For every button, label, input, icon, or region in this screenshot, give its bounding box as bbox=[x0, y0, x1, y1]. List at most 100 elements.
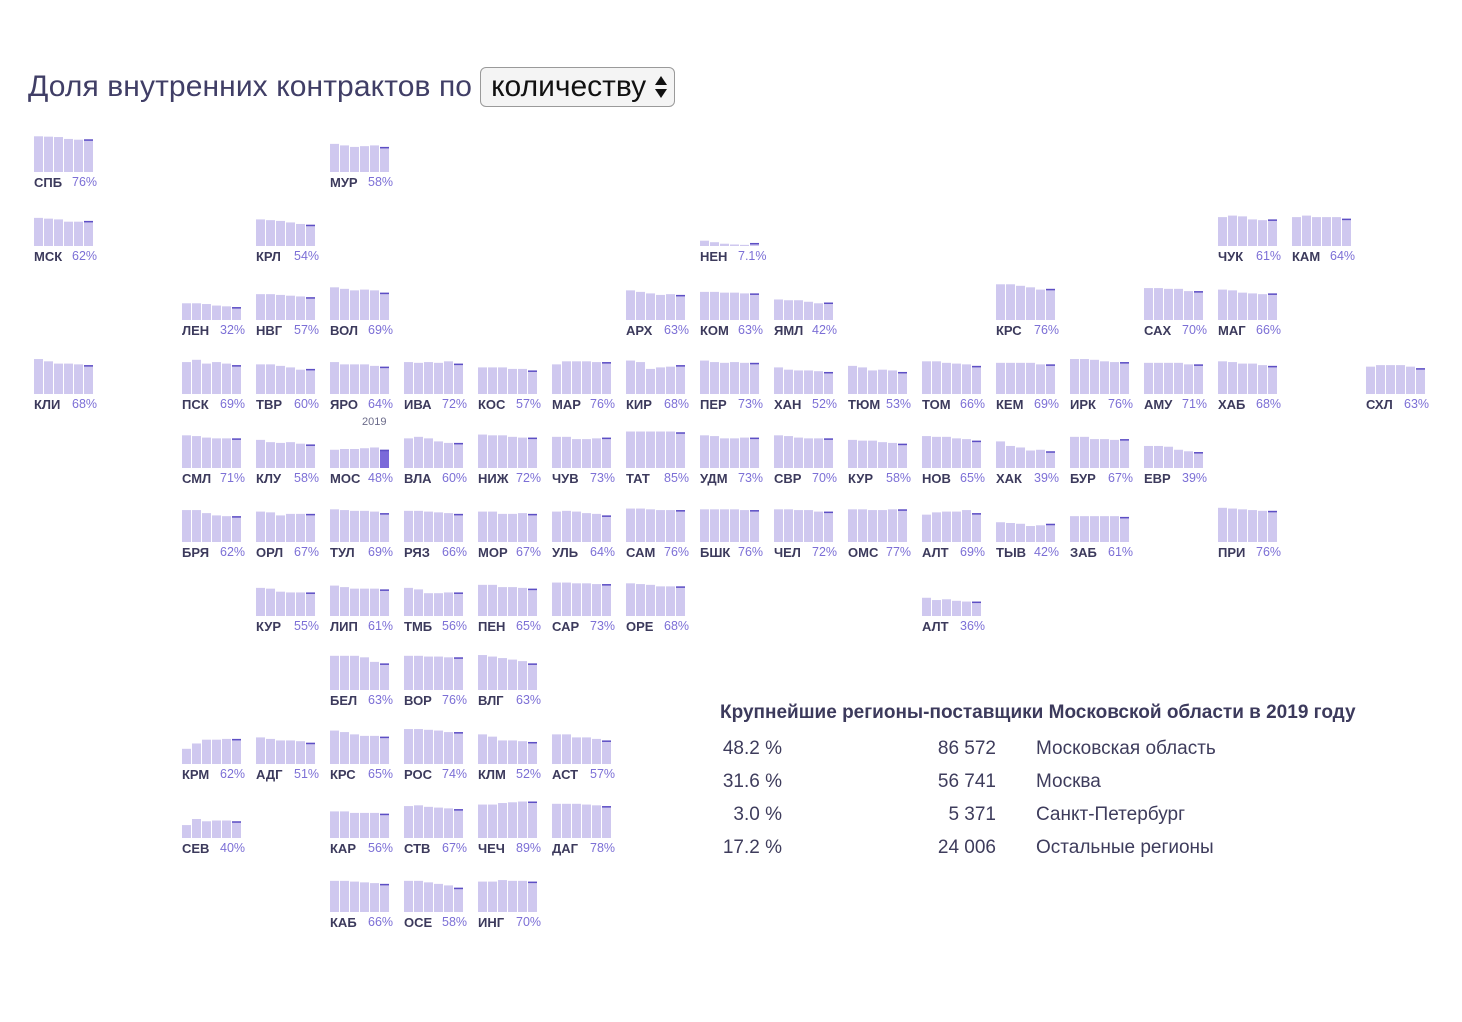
region-tile[interactable]: ТВР 60% bbox=[252, 354, 326, 414]
region-tile[interactable]: ОСЕ 58% bbox=[400, 872, 474, 932]
region-sparkbars bbox=[404, 729, 463, 764]
region-tile[interactable]: ВОЛ 69% bbox=[326, 280, 400, 340]
region-tile[interactable]: СМЛ 71% bbox=[178, 428, 252, 488]
region-tile[interactable]: БРЯ 62% bbox=[178, 502, 252, 562]
region-tile[interactable]: ЧЕЧ 89% bbox=[474, 798, 548, 858]
region-tile[interactable]: ХАН 52% bbox=[770, 354, 844, 414]
region-tile[interactable]: ВЛА 60% bbox=[400, 428, 474, 488]
region-tile[interactable]: ЛЕН 32% bbox=[178, 280, 252, 340]
region-tile[interactable]: ПЕР 73% bbox=[696, 354, 770, 414]
bar bbox=[636, 291, 645, 320]
bar bbox=[424, 656, 433, 690]
region-tile[interactable]: КАБ 66% bbox=[326, 872, 400, 932]
supplier-table: Крупнейшие регионы-поставщики Московской… bbox=[720, 702, 1420, 870]
region-code: ТУЛ bbox=[330, 545, 355, 560]
region-tile[interactable]: САХ 70% bbox=[1140, 280, 1214, 340]
region-sparkbars bbox=[1070, 359, 1129, 394]
region-tile[interactable]: КУР 55% bbox=[252, 576, 326, 636]
region-tile[interactable]: КАМ 64% bbox=[1288, 206, 1362, 266]
region-tile[interactable]: САР 73% bbox=[548, 576, 622, 636]
region-tile[interactable]: САМ 76% bbox=[622, 502, 696, 562]
region-code: ЛИП bbox=[330, 619, 358, 634]
region-tile[interactable]: НОВ 65% bbox=[918, 428, 992, 488]
region-tile[interactable]: 2019 МОС 48% bbox=[326, 416, 400, 488]
region-tile[interactable]: ЛИП 61% bbox=[326, 576, 400, 636]
region-tile[interactable]: ЧУК 61% bbox=[1214, 206, 1288, 266]
region-tile[interactable]: РОС 74% bbox=[400, 724, 474, 784]
region-tile[interactable]: УЛЬ 64% bbox=[548, 502, 622, 562]
region-tile[interactable]: КЛУ 58% bbox=[252, 428, 326, 488]
region-tile[interactable]: КИР 68% bbox=[622, 354, 696, 414]
bar bbox=[404, 880, 413, 912]
region-tile[interactable]: БЕЛ 63% bbox=[326, 650, 400, 710]
region-tile[interactable]: ЧУВ 73% bbox=[548, 428, 622, 488]
region-tile[interactable]: КАР 56% bbox=[326, 798, 400, 858]
region-tile[interactable]: МАГ 66% bbox=[1214, 280, 1288, 340]
region-tile[interactable]: КОС 57% bbox=[474, 354, 548, 414]
region-tile[interactable]: КРЛ 54% bbox=[252, 206, 326, 266]
region-tile[interactable]: НИЖ 72% bbox=[474, 428, 548, 488]
region-tile[interactable]: ПРИ 76% bbox=[1214, 502, 1288, 562]
region-tile[interactable]: КОМ 63% bbox=[696, 280, 770, 340]
bar bbox=[454, 592, 463, 616]
region-percent: 71% bbox=[220, 471, 246, 485]
region-tile[interactable]: ТУЛ 69% bbox=[326, 502, 400, 562]
region-tile[interactable]: МОР 67% bbox=[474, 502, 548, 562]
region-tile[interactable]: ЗАБ 61% bbox=[1066, 502, 1140, 562]
region-tile[interactable]: СПБ 76% bbox=[30, 132, 104, 192]
region-sparkbars bbox=[1144, 362, 1203, 394]
region-tile[interactable]: ЯРО 64% bbox=[326, 354, 400, 414]
region-tile[interactable]: НЕН 7.1% bbox=[696, 206, 770, 266]
region-tile[interactable]: ЧЕЛ 72% bbox=[770, 502, 844, 562]
region-tile[interactable]: СВР 70% bbox=[770, 428, 844, 488]
region-tile[interactable]: КРМ 62% bbox=[178, 724, 252, 784]
region-tile[interactable]: ПЕН 65% bbox=[474, 576, 548, 636]
region-tile[interactable]: ИНГ 70% bbox=[474, 872, 548, 932]
region-tile[interactable]: ХАК 39% bbox=[992, 428, 1066, 488]
region-tile[interactable]: ТЮМ 53% bbox=[844, 354, 918, 414]
region-tile[interactable]: АДГ 51% bbox=[252, 724, 326, 784]
region-tile[interactable]: МАР 76% bbox=[548, 354, 622, 414]
region-tile[interactable]: КРС 76% bbox=[992, 280, 1066, 340]
region-tile[interactable]: ДАГ 78% bbox=[548, 798, 622, 858]
region-tile[interactable]: ЯМЛ 42% bbox=[770, 280, 844, 340]
region-tile[interactable]: КЕМ 69% bbox=[992, 354, 1066, 414]
region-tile[interactable]: РЯЗ 66% bbox=[400, 502, 474, 562]
region-tile[interactable]: АСТ 57% bbox=[548, 724, 622, 784]
region-tile[interactable]: ТМБ 56% bbox=[400, 576, 474, 636]
region-tile[interactable]: ВЛГ 63% bbox=[474, 650, 548, 710]
region-tile[interactable]: КУР 58% bbox=[844, 428, 918, 488]
region-tile[interactable]: АЛТ 69% bbox=[918, 502, 992, 562]
bar bbox=[478, 367, 487, 394]
region-tile[interactable]: АМУ 71% bbox=[1140, 354, 1214, 414]
region-tile[interactable]: ИРК 76% bbox=[1066, 354, 1140, 414]
region-tile[interactable]: КЛИ 68% bbox=[30, 354, 104, 414]
region-tile[interactable]: ОРЕ 68% bbox=[622, 576, 696, 636]
region-tile[interactable]: ХАБ 68% bbox=[1214, 354, 1288, 414]
bar bbox=[710, 291, 719, 320]
region-tile[interactable]: ТЫВ 42% bbox=[992, 502, 1066, 562]
region-tile[interactable]: КРС 65% bbox=[326, 724, 400, 784]
region-tile[interactable]: ИВА 72% bbox=[400, 354, 474, 414]
region-tile[interactable]: ЕВР 39% bbox=[1140, 428, 1214, 488]
region-tile[interactable]: МУР 58% bbox=[326, 132, 400, 192]
region-tile[interactable]: БУР 67% bbox=[1066, 428, 1140, 488]
region-tile[interactable]: ТАТ 85% bbox=[622, 428, 696, 488]
region-tile[interactable]: СЕВ 40% bbox=[178, 798, 252, 858]
region-tile[interactable]: УДМ 73% bbox=[696, 428, 770, 488]
region-tile[interactable]: ПСК 69% bbox=[178, 354, 252, 414]
region-tile[interactable]: АРХ 63% bbox=[622, 280, 696, 340]
region-tile[interactable]: СТВ 67% bbox=[400, 798, 474, 858]
region-tile[interactable]: ОМС 77% bbox=[844, 502, 918, 562]
region-tile[interactable]: АЛТ 36% bbox=[918, 576, 992, 636]
metric-select[interactable]: количеству bbox=[480, 67, 676, 107]
region-tile[interactable]: НВГ 57% bbox=[252, 280, 326, 340]
region-tile[interactable]: СХЛ 63% bbox=[1362, 354, 1436, 414]
region-tile[interactable]: МСК 62% bbox=[30, 206, 104, 266]
region-tile[interactable]: БШК 76% bbox=[696, 502, 770, 562]
region-tile[interactable]: КЛМ 52% bbox=[474, 724, 548, 784]
region-tile[interactable]: ВОР 76% bbox=[400, 650, 474, 710]
region-tile[interactable]: ОРЛ 67% bbox=[252, 502, 326, 562]
latest-bar-top-line bbox=[750, 293, 759, 295]
region-tile[interactable]: ТОМ 66% bbox=[918, 354, 992, 414]
